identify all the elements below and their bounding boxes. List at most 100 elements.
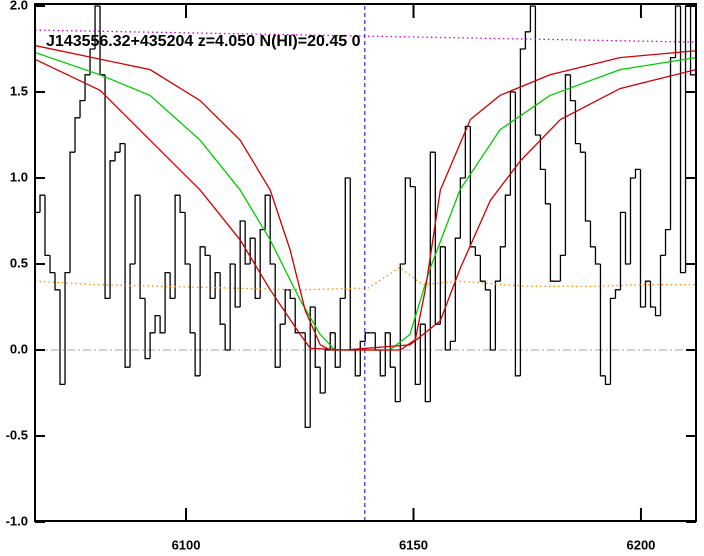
- series-line: [35, 51, 696, 351]
- y-tick-label: -0.5: [6, 427, 28, 442]
- flux-step: [144, 298, 151, 360]
- flux-step: [394, 367, 401, 403]
- flux-step: [279, 323, 286, 368]
- flux-step: [364, 332, 371, 342]
- flux-step: [569, 74, 576, 102]
- series-line: [35, 266, 696, 291]
- flux-step: [614, 289, 621, 299]
- flux-step: [519, 48, 526, 376]
- flux-step: [274, 264, 281, 368]
- flux-step: [164, 271, 171, 333]
- flux-step: [44, 195, 51, 257]
- flux-step: [64, 271, 71, 385]
- flux-step: [174, 194, 181, 299]
- flux-step: [264, 194, 271, 230]
- flux-step: [309, 306, 316, 428]
- annotation: J143556.32+435204 z=4.050 N(HI)=20.45 0: [46, 33, 361, 50]
- flux-step: [604, 375, 611, 386]
- flux-step: [184, 212, 191, 265]
- flux-step: [464, 125, 471, 178]
- flux-step: [524, 31, 531, 49]
- flux-step: [634, 168, 641, 178]
- x-tick-label: 6100: [172, 537, 201, 552]
- flux-step: [499, 246, 506, 282]
- flux-step: [434, 152, 441, 325]
- flux-step: [339, 297, 346, 368]
- flux-step: [134, 194, 141, 264]
- flux-step: [204, 246, 211, 257]
- flux-step: [194, 332, 201, 377]
- flux-step: [584, 152, 591, 222]
- flux-step: [269, 195, 276, 265]
- flux-step: [644, 280, 651, 307]
- flux-step: [69, 151, 76, 273]
- flux-step: [319, 367, 326, 394]
- flux-step: [114, 151, 121, 161]
- flux-step: [224, 324, 231, 351]
- flux-step: [409, 178, 416, 188]
- flux-step: [579, 143, 586, 153]
- flux-step: [484, 281, 491, 291]
- y-tick-label: -1.0: [6, 513, 28, 528]
- flux-step: [649, 281, 656, 308]
- flux-step: [109, 160, 116, 299]
- flux-step: [304, 332, 311, 429]
- flux-step: [389, 332, 396, 368]
- flux-step: [229, 263, 236, 350]
- flux-step: [234, 264, 241, 308]
- flux-step: [509, 91, 516, 196]
- flux-step: [469, 126, 476, 248]
- flux-step: [129, 263, 136, 368]
- flux-step: [424, 324, 431, 403]
- flux-step: [209, 255, 216, 300]
- flux-step: [84, 74, 91, 101]
- flux-step: [534, 6, 541, 136]
- flux-step: [74, 117, 81, 153]
- flux-step: [334, 332, 341, 368]
- flux-step: [564, 74, 571, 256]
- flux-step: [689, 6, 696, 76]
- flux-step: [79, 99, 86, 118]
- flux-step: [504, 194, 511, 247]
- x-tick-label: 6150: [399, 537, 428, 552]
- flux-step: [589, 221, 596, 248]
- y-tick-label: 1.5: [10, 83, 28, 98]
- plot-frame: [34, 3, 697, 522]
- y-tick-label: 0.0: [10, 341, 28, 356]
- flux-step: [439, 246, 446, 325]
- y-tick-label: 2.0: [10, 0, 28, 12]
- flux-step: [559, 254, 566, 282]
- flux-step: [489, 289, 496, 351]
- flux-step: [349, 178, 356, 351]
- flux-step: [119, 142, 126, 153]
- flux-step: [254, 238, 261, 300]
- y-tick-label: 1.0: [10, 169, 28, 184]
- flux-step: [384, 332, 391, 376]
- flux-step: [239, 220, 246, 307]
- flux-step: [39, 194, 46, 213]
- flux-step: [54, 272, 61, 291]
- flux-step: [104, 74, 111, 300]
- flux-step: [544, 169, 551, 205]
- flux-step: [189, 264, 196, 334]
- flux-step: [594, 246, 601, 265]
- flux-step: [219, 272, 226, 325]
- flux-step: [549, 203, 556, 282]
- flux-step: [474, 246, 481, 257]
- flux-step: [454, 237, 461, 342]
- flux-step: [669, 56, 676, 230]
- flux-step: [654, 307, 661, 317]
- flux-step: [354, 350, 361, 377]
- flux-step: [124, 143, 131, 368]
- flux-step: [529, 5, 536, 32]
- flux-step: [314, 307, 321, 368]
- flux-step: [659, 254, 666, 316]
- flux-step: [494, 280, 501, 350]
- flux-step: [49, 255, 56, 274]
- flux-step: [324, 349, 331, 393]
- flux-step: [514, 92, 521, 377]
- flux-step: [609, 297, 616, 385]
- flux-step: [639, 169, 646, 308]
- flux-step: [429, 151, 436, 402]
- y-tick-label: 0.5: [10, 255, 28, 270]
